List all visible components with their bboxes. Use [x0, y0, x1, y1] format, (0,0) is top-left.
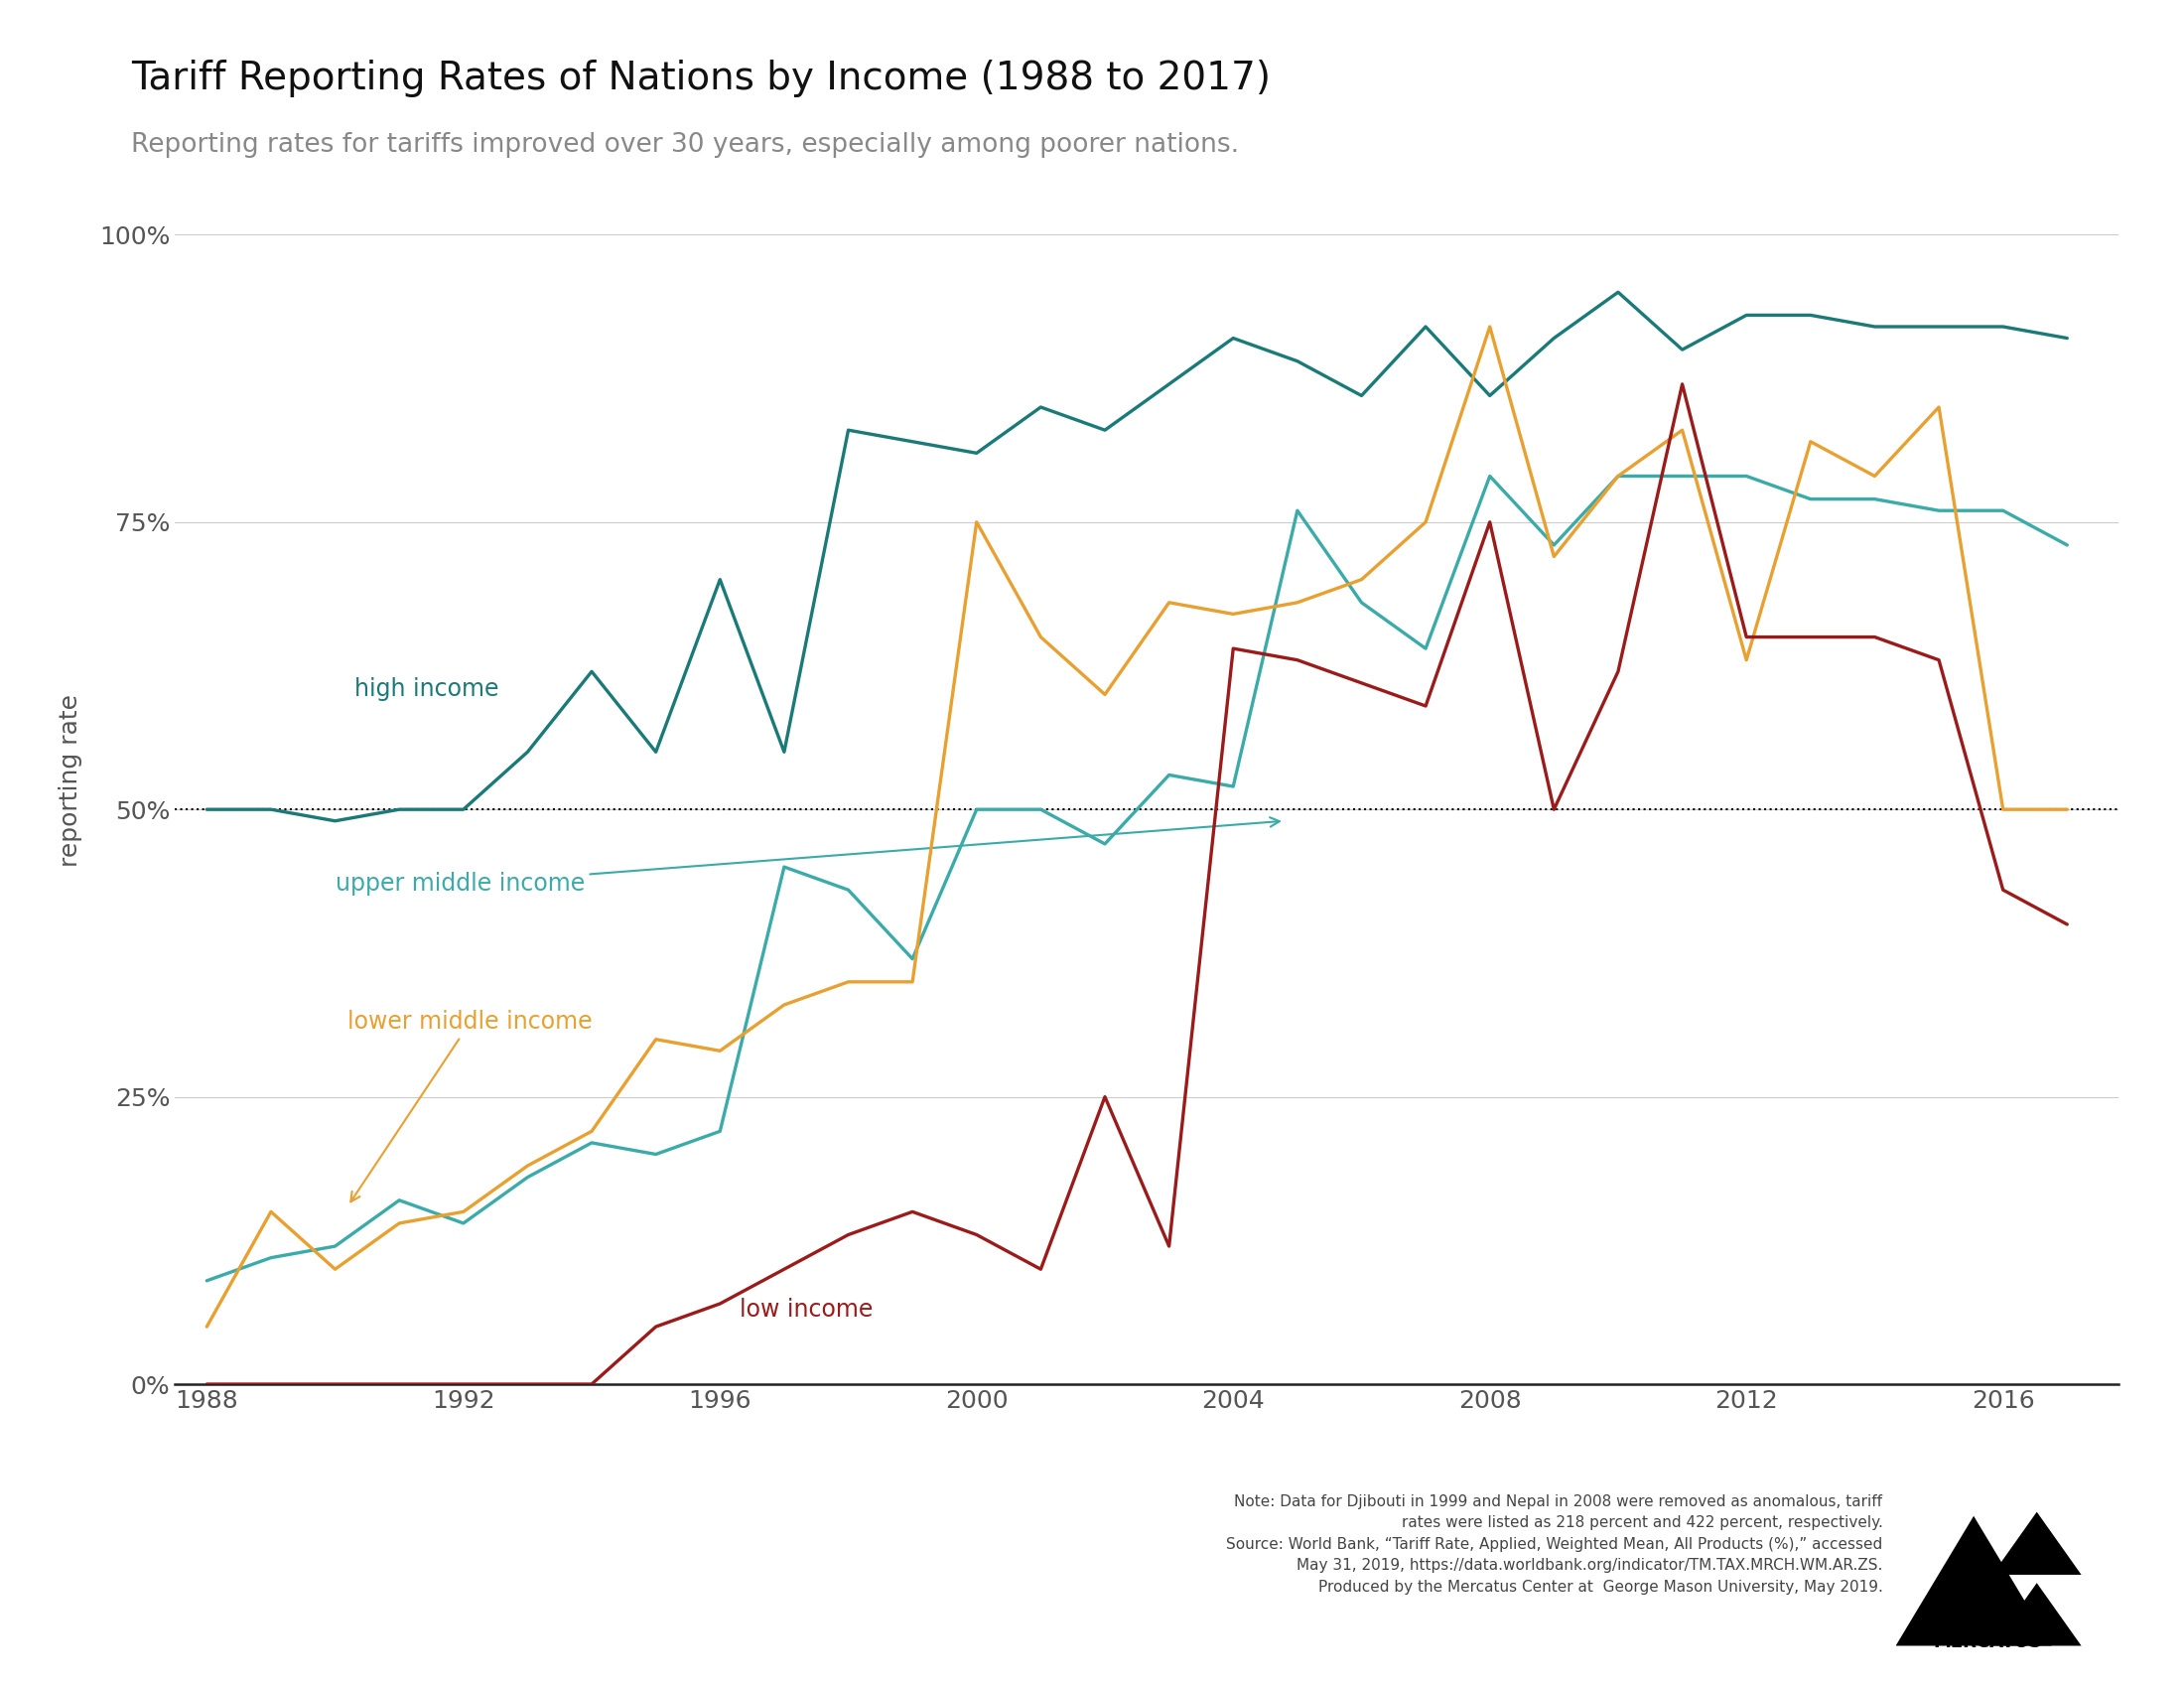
Text: low income: low income	[738, 1298, 874, 1322]
Polygon shape	[1992, 1512, 2081, 1575]
Text: high income: high income	[354, 677, 498, 701]
Text: Reporting rates for tariffs improved over 30 years, especially among poorer nati: Reporting rates for tariffs improved ove…	[131, 132, 1238, 157]
Text: Note: Data for Djibouti in 1999 and Nepal in 2008 were removed as anomalous, tar: Note: Data for Djibouti in 1999 and Nepa…	[1225, 1494, 1883, 1595]
Polygon shape	[1896, 1516, 2051, 1646]
Polygon shape	[1992, 1583, 2081, 1646]
Text: MERCATUS: MERCATUS	[1933, 1632, 2042, 1651]
Y-axis label: reporting rate: reporting rate	[59, 694, 83, 868]
Text: upper middle income: upper middle income	[334, 817, 1280, 896]
Text: lower middle income: lower middle income	[347, 1009, 592, 1202]
Text: Tariff Reporting Rates of Nations by Income (1988 to 2017): Tariff Reporting Rates of Nations by Inc…	[131, 59, 1271, 96]
